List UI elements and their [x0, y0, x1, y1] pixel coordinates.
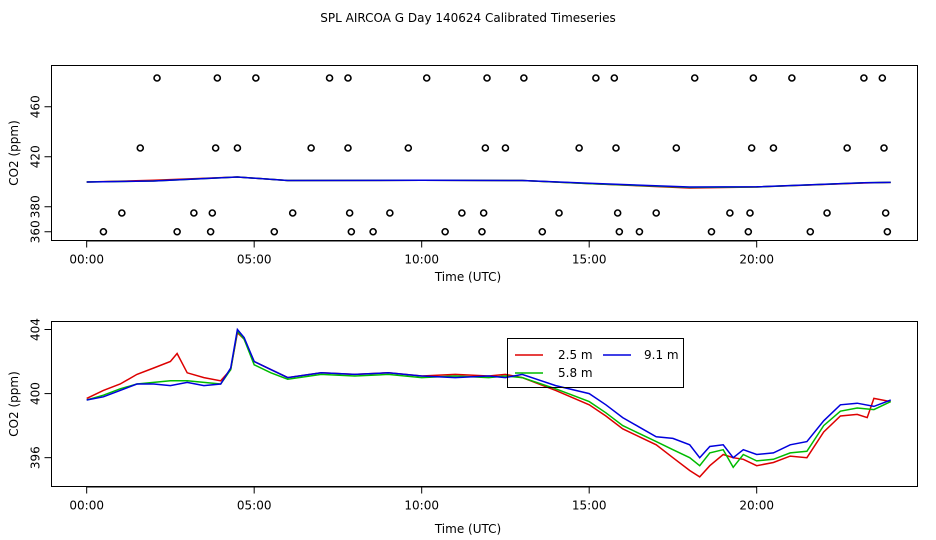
calibration-point — [744, 227, 753, 236]
calibration-point — [749, 74, 758, 82]
bottom-panel-frame — [51, 321, 918, 487]
calibration-point — [592, 74, 600, 82]
calibration-point — [153, 74, 161, 82]
bottom-x-axis-label: Time (UTC) — [434, 522, 501, 536]
calibration-point — [788, 74, 796, 82]
calibration-point — [404, 144, 413, 152]
calibration-point — [878, 74, 887, 82]
calibration-point — [575, 144, 583, 152]
series-line-9-1-m — [86, 176, 891, 188]
legend-box — [507, 338, 684, 388]
calibration-point — [118, 209, 126, 217]
calibration-point — [344, 74, 352, 82]
calibration-point — [860, 74, 868, 82]
calibration-point — [481, 144, 490, 152]
x-tick-label: 05:00 — [237, 253, 272, 267]
calibration-point — [613, 209, 622, 217]
series-line-2-5-m — [86, 331, 891, 478]
legend-label-2-5m: 2.5 m — [558, 348, 593, 362]
calibration-point — [726, 209, 734, 217]
series-line-5-8-m — [86, 329, 892, 469]
calibration-point — [208, 209, 217, 217]
x-tick-label: 20:00 — [739, 253, 774, 267]
series-line-9-1-m — [86, 327, 891, 459]
x-tick-label: 15:00 — [572, 253, 607, 267]
top-x-axis-label: Time (UTC) — [434, 270, 501, 284]
calibration-point — [99, 227, 108, 236]
y-tick-label: 380 — [29, 195, 43, 218]
calibration-point — [707, 227, 716, 236]
calibration-point — [690, 74, 699, 82]
calibration-point — [769, 144, 778, 152]
calibration-point — [190, 209, 198, 217]
calibration-point — [233, 144, 242, 152]
legend: 2.5 m 9.1 m 5.8 m — [507, 338, 684, 388]
calibration-point — [806, 227, 815, 236]
y-tick-label: 420 — [29, 145, 43, 168]
x-tick-label: 20:00 — [739, 499, 774, 513]
x-tick-label: 00:00 — [69, 253, 104, 267]
calibration-point — [344, 144, 352, 152]
calibration-point — [288, 209, 297, 217]
y-tick-label: 360 — [29, 220, 43, 243]
x-tick-label: 10:00 — [404, 499, 439, 513]
calibration-point — [458, 209, 466, 217]
bottom-panel: 00:00 05:00 10:00 15:00 20:00 396 400 404 — [29, 318, 892, 513]
calibration-point — [441, 227, 449, 236]
calibration-point — [615, 227, 624, 236]
calibration-point — [635, 227, 644, 236]
chart-title: SPL AIRCOA G Day 140624 Calibrated Times… — [320, 11, 615, 25]
calibration-point — [747, 144, 756, 152]
calibration-point — [479, 209, 488, 217]
calibration-point — [883, 227, 892, 236]
bottom-y-axis-label: CO2 (ppm) — [7, 371, 21, 437]
calibration-point — [307, 144, 315, 152]
y-tick-label: 404 — [29, 318, 43, 341]
calibration-point — [823, 209, 831, 217]
calibration-point — [881, 209, 890, 217]
legend-label-5-8m: 5.8 m — [558, 366, 593, 380]
calibration-point — [325, 74, 334, 82]
calibration-point — [345, 209, 354, 217]
calibration-point — [347, 227, 356, 236]
calibration-point — [252, 74, 260, 82]
calibration-point — [136, 144, 145, 152]
y-tick-label: 396 — [29, 446, 43, 469]
calibration-point — [610, 74, 619, 82]
calibration-point — [213, 74, 222, 82]
top-panel-frame — [51, 65, 918, 241]
calibration-point — [386, 209, 394, 217]
calibration-point — [652, 209, 660, 217]
calibration-point — [206, 227, 215, 236]
calibration-point — [483, 74, 491, 82]
calibration-point — [422, 74, 431, 82]
calibration-point — [369, 227, 377, 236]
top-y-axis-label: CO2 (ppm) — [7, 120, 21, 186]
calibration-point — [270, 227, 279, 236]
calibration-point — [501, 144, 510, 152]
calibration-point — [843, 144, 851, 152]
top-panel: 00:00 05:00 10:00 15:00 20:00 360 380 420 460 — [29, 74, 892, 267]
calibration-point — [880, 144, 888, 152]
x-tick-label: 00:00 — [69, 499, 104, 513]
y-tick-label: 400 — [29, 382, 43, 405]
calibration-point — [555, 209, 563, 217]
calibration-point — [173, 227, 181, 236]
calibration-point — [538, 227, 547, 236]
calibration-point — [746, 209, 754, 217]
calibration-point — [612, 144, 620, 152]
y-tick-label: 460 — [29, 95, 43, 118]
calibration-point — [478, 227, 486, 236]
x-tick-label: 15:00 — [572, 499, 607, 513]
calibration-point — [520, 74, 528, 82]
calibration-point — [211, 144, 220, 152]
x-tick-label: 10:00 — [404, 253, 439, 267]
calibration-point — [672, 144, 681, 152]
legend-label-9-1m: 9.1 m — [644, 348, 679, 362]
x-tick-label: 05:00 — [237, 499, 272, 513]
